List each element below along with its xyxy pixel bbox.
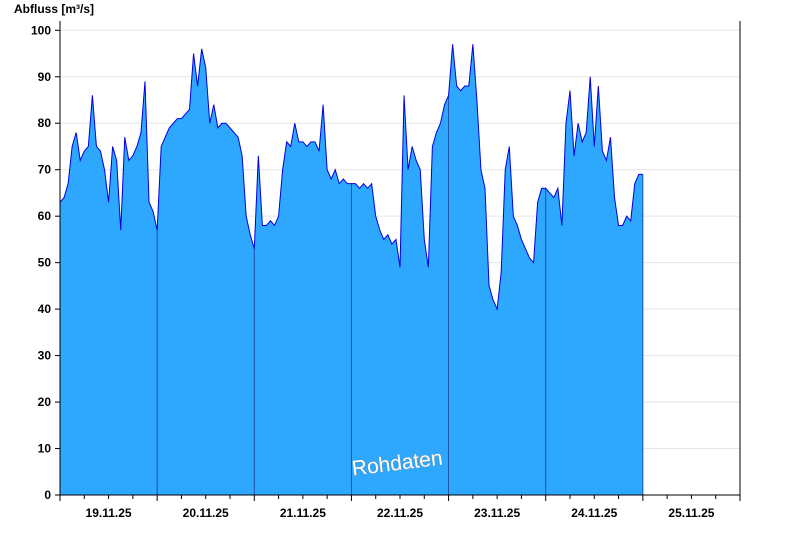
y-tick-label: 20 — [38, 395, 52, 409]
y-tick-label: 80 — [38, 116, 52, 130]
area-line — [59, 44, 643, 312]
y-axis-title: Abfluss [m³/s] — [14, 2, 94, 16]
y-tick-label: 50 — [38, 256, 52, 270]
x-tick-label: 23.11.25 — [474, 506, 520, 520]
y-tick-label: 60 — [38, 209, 52, 223]
y-tick-label: 90 — [38, 70, 52, 84]
x-tick-label: 20.11.25 — [183, 506, 229, 520]
y-tick-label: 0 — [44, 488, 51, 502]
y-tick-label: 70 — [38, 163, 52, 177]
y-tick-label: 40 — [38, 302, 52, 316]
x-tick-label: 25.11.25 — [668, 506, 714, 520]
x-tick-label: 21.11.25 — [280, 506, 326, 520]
y-tick-label: 10 — [38, 442, 52, 456]
x-tick-label: 19.11.25 — [86, 506, 132, 520]
x-tick-label: 22.11.25 — [377, 506, 423, 520]
y-tick-label: 100 — [31, 23, 51, 37]
y-tick-label: 30 — [38, 349, 52, 363]
x-tick-label: 24.11.25 — [571, 506, 617, 520]
